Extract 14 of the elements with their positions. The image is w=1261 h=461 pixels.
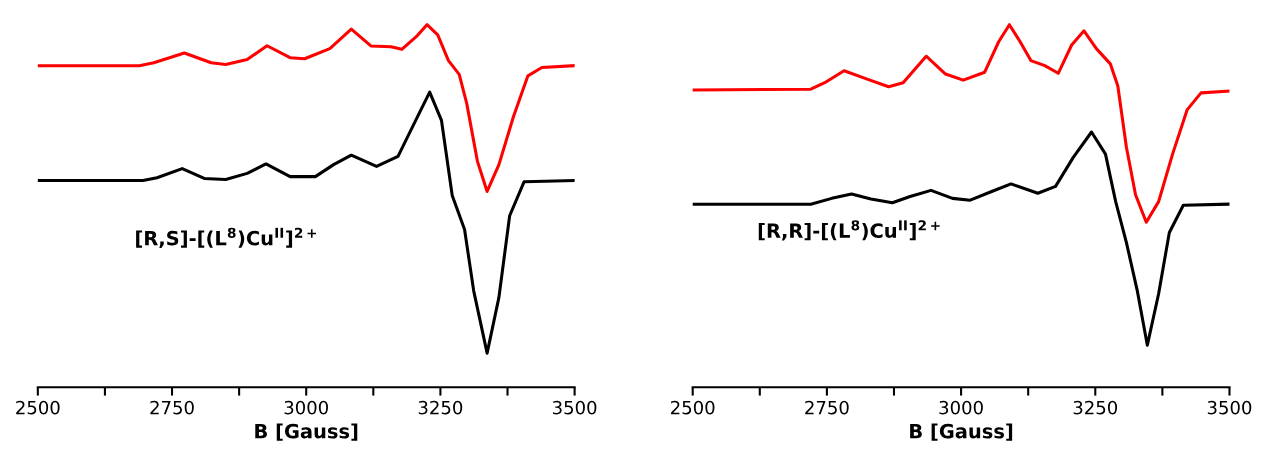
x-tick-label: 3000 <box>284 400 328 415</box>
annotation: [R,S]-[(L$^{8}$)Cu$^{II}$]$^{2+}$ <box>136 227 317 248</box>
x-tick-label: 3250 <box>418 400 463 415</box>
x-tick-label: 3500 <box>553 400 597 415</box>
x-tick-label: 3500 <box>1207 400 1252 415</box>
x-tick-label: 2500 <box>671 400 715 415</box>
x-tick-label: 2500 <box>16 400 60 415</box>
x-axis-title: B [Gauss] <box>910 423 1013 441</box>
x-tick-label: 3000 <box>939 400 983 415</box>
annotation: [R,R]-[(L$^{8}$)Cu$^{II}$]$^{2+}$ <box>758 220 940 241</box>
x-tick-label: 3250 <box>1073 400 1118 415</box>
x-axis-title: B [Gauss] <box>255 423 358 441</box>
x-tick-label: 2750 <box>805 400 849 415</box>
x-tick-label: 2750 <box>150 400 194 415</box>
